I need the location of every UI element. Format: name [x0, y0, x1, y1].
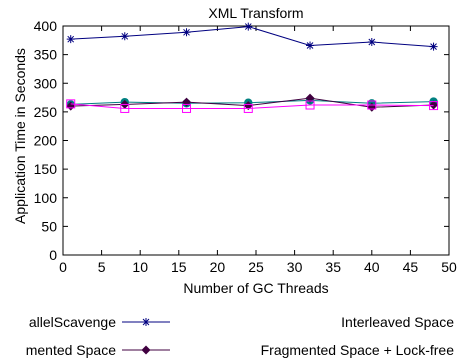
plot-area: 0 5 10 15 20 25 30 35 40 45 50 0 50 100 150 200 250 300 35… [34, 18, 457, 275]
y-tick-label: 100 [34, 190, 58, 206]
data-point-parallelscavenge [306, 41, 315, 50]
y-tick-label: 400 [34, 18, 58, 34]
data-point-parallelscavenge [244, 22, 253, 31]
y-tick-label: 250 [34, 104, 58, 120]
data-point-parallelscavenge [429, 42, 438, 51]
data-point-parallelscavenge [66, 35, 75, 44]
data-point-fragmented-space-lock-free [120, 103, 130, 113]
x-tick-label: 35 [325, 259, 341, 275]
x-tick-label: 40 [364, 259, 380, 275]
x-tick-label: 20 [210, 259, 226, 275]
y-tick-label: 0 [49, 247, 57, 263]
legend-label-parallelscavenge: allelScavenge [29, 314, 116, 330]
legend-marker-parallelscavenge [142, 318, 150, 326]
x-tick-label: 45 [403, 259, 419, 275]
y-tick-label: 350 [34, 47, 58, 63]
x-tick-label: 15 [171, 259, 187, 275]
data-point-parallelscavenge [367, 38, 376, 47]
plot-frame [62, 25, 450, 256]
chart-title: XML Transform [208, 5, 303, 21]
x-tick-label: 50 [441, 259, 457, 275]
legend-label-interleaved-space: Interleaved Space [341, 314, 454, 330]
legend: allelScavenge Interleaved Space mented Spa… [26, 314, 455, 358]
x-tick-label: 10 [132, 259, 148, 275]
data-point-fragmented-space-lock-free [429, 101, 439, 111]
y-tick-label: 300 [34, 75, 58, 91]
x-tick-label: 5 [98, 259, 106, 275]
x-tick-label: 30 [287, 259, 303, 275]
data-point-parallelscavenge [120, 32, 129, 41]
data-point-fragmented-space-lock-free [243, 103, 253, 113]
data-point-fragmented-space [305, 93, 315, 103]
y-tick-label: 50 [41, 218, 57, 234]
y-tick-label: 150 [34, 161, 58, 177]
x-tick-label: 0 [59, 259, 67, 275]
data-point-fragmented-space-lock-free [66, 99, 76, 109]
data-point-parallelscavenge [182, 28, 191, 37]
x-tick-label: 25 [248, 259, 264, 275]
x-axis-label: Number of GC Threads [183, 280, 328, 296]
data-point-fragmented-space [429, 100, 439, 110]
y-tick-label: 200 [34, 133, 58, 149]
legend-label-fragmented-space: mented Space [26, 342, 116, 358]
data-point-fragmented-space-lock-free [182, 103, 192, 113]
legend-label-fragmented-space-lock-free: Fragmented Space + Lock-free [261, 342, 455, 358]
legend-marker-fragmented-space [141, 345, 151, 355]
data-point-fragmented-space-lock-free [367, 100, 377, 110]
series-line-fragmented-space-lock-free [70, 103, 434, 109]
y-axis-label: Application Time in Seconds [12, 48, 28, 224]
data-point-fragmented-space-lock-free [305, 100, 315, 110]
